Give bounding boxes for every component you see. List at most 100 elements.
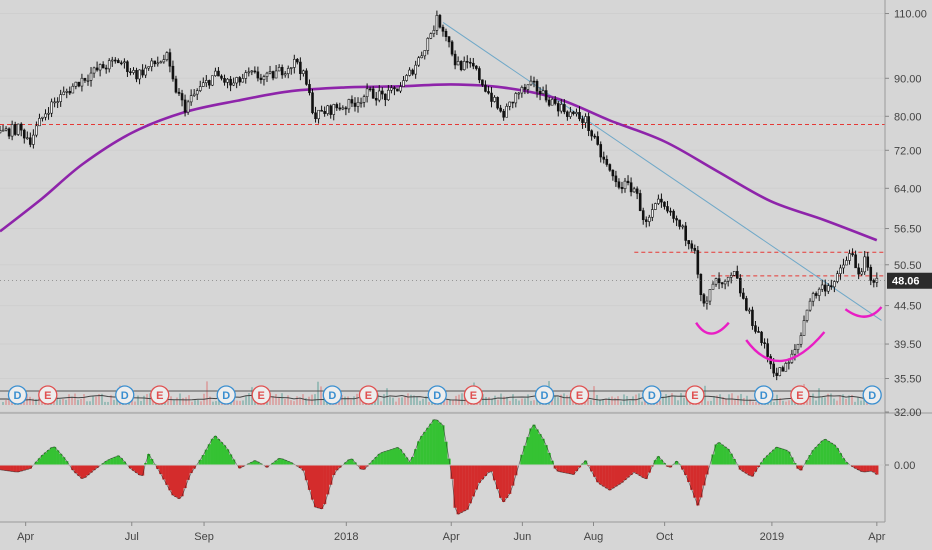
volume-bar bbox=[398, 397, 400, 405]
volume-bar bbox=[611, 396, 613, 405]
oscillator-bar bbox=[665, 465, 670, 467]
candle-body bbox=[107, 60, 111, 70]
volume-bar bbox=[74, 393, 76, 405]
candle-body bbox=[159, 61, 163, 64]
candle-body bbox=[135, 70, 138, 80]
dividend-marker[interactable] bbox=[534, 385, 555, 405]
oscillator-bar bbox=[690, 465, 694, 490]
candle-body bbox=[22, 129, 26, 139]
volume-bar bbox=[644, 399, 646, 405]
oscillator-bar bbox=[344, 462, 348, 465]
candle-body bbox=[705, 300, 709, 304]
oscillator-bar bbox=[571, 465, 576, 475]
candle-body bbox=[144, 67, 147, 76]
candle-body bbox=[120, 62, 123, 65]
oscillator-bar bbox=[532, 424, 536, 465]
volume-bar bbox=[431, 401, 433, 405]
dividend-marker[interactable] bbox=[754, 385, 774, 405]
earnings-marker[interactable] bbox=[38, 385, 58, 405]
volume-bar bbox=[269, 397, 271, 405]
oscillator-bar bbox=[759, 462, 764, 465]
oscillator-bar bbox=[741, 465, 745, 472]
dividend-marker[interactable] bbox=[862, 385, 882, 405]
volume-bar bbox=[131, 399, 133, 405]
dividend-marker[interactable] bbox=[322, 385, 342, 405]
pattern-arc[interactable] bbox=[745, 331, 826, 363]
oscillator-bar bbox=[4, 465, 8, 471]
oscillator-bar bbox=[395, 447, 400, 465]
oscillator-bar bbox=[605, 465, 609, 489]
earnings-marker[interactable] bbox=[790, 385, 810, 405]
candle-body bbox=[584, 116, 587, 123]
pattern-arc[interactable] bbox=[844, 306, 883, 318]
oscillator-bar bbox=[104, 461, 108, 465]
volume-bar bbox=[674, 396, 676, 405]
candle-body bbox=[1, 129, 5, 132]
candle-body bbox=[763, 342, 766, 344]
candle-body bbox=[214, 70, 217, 77]
candle-body bbox=[848, 253, 851, 261]
volume-bar bbox=[134, 401, 136, 405]
earnings-marker[interactable] bbox=[150, 385, 170, 405]
oscillator-bar bbox=[256, 461, 260, 465]
dividend-marker[interactable] bbox=[642, 385, 662, 405]
dividend-marker[interactable] bbox=[216, 385, 236, 405]
candle-body bbox=[845, 260, 848, 266]
volume-bar bbox=[854, 401, 856, 405]
earnings-marker[interactable] bbox=[358, 385, 379, 405]
trendline[interactable] bbox=[442, 22, 882, 321]
candle-body bbox=[517, 92, 521, 95]
oscillator-bar bbox=[599, 465, 603, 485]
oscillator-bar bbox=[823, 439, 827, 465]
candle-body bbox=[635, 188, 639, 194]
earnings-marker[interactable] bbox=[463, 385, 484, 405]
oscillator-bar bbox=[310, 465, 315, 500]
volume-bar bbox=[383, 394, 385, 405]
volume-bar bbox=[563, 393, 565, 405]
oscillator-bar bbox=[180, 465, 184, 497]
volume-bar bbox=[752, 401, 754, 405]
volume-bar bbox=[857, 397, 859, 405]
dividend-marker[interactable] bbox=[115, 385, 135, 405]
volume-bar bbox=[113, 399, 115, 405]
oscillator-bar bbox=[762, 458, 767, 465]
volume-bar bbox=[284, 398, 286, 405]
price-tick-label: 56.50 bbox=[894, 224, 922, 236]
volume-bar bbox=[407, 393, 409, 405]
oscillator-bar bbox=[40, 454, 45, 465]
oscillator-bar bbox=[304, 465, 309, 481]
oscillator-bar bbox=[438, 422, 442, 465]
earnings-marker[interactable] bbox=[251, 385, 271, 405]
oscillator-bar bbox=[468, 465, 472, 504]
volume-bar bbox=[62, 399, 64, 405]
oscillator-bar bbox=[332, 465, 336, 476]
dividend-marker-label: D bbox=[14, 390, 22, 402]
dividend-marker[interactable] bbox=[427, 385, 447, 405]
dividend-marker[interactable] bbox=[7, 385, 28, 405]
candle-body bbox=[757, 331, 760, 333]
pattern-arc[interactable] bbox=[695, 321, 730, 335]
candle-body bbox=[550, 99, 554, 106]
candle-body bbox=[293, 59, 296, 68]
earnings-marker[interactable] bbox=[569, 385, 590, 405]
earnings-marker[interactable] bbox=[685, 385, 705, 405]
candle-body bbox=[872, 280, 876, 283]
candle-body bbox=[174, 78, 178, 93]
candle-body bbox=[141, 69, 144, 76]
oscillator-bar bbox=[238, 465, 242, 469]
candle-body bbox=[569, 111, 572, 117]
oscillator-bar bbox=[74, 465, 78, 474]
volume-bar bbox=[722, 397, 724, 405]
volume-bar bbox=[320, 386, 322, 405]
price-tick-label: 80.00 bbox=[894, 111, 922, 123]
volume-bar bbox=[140, 401, 142, 405]
moving-average-line[interactable] bbox=[0, 83, 878, 242]
oscillator-bar bbox=[225, 449, 230, 465]
volume-bar bbox=[137, 395, 139, 405]
time-tick-label: Jul bbox=[125, 531, 139, 543]
oscillator-bar bbox=[131, 465, 136, 471]
candle-body bbox=[490, 92, 493, 102]
oscillator-bar bbox=[850, 465, 855, 467]
candle-body bbox=[823, 284, 827, 292]
